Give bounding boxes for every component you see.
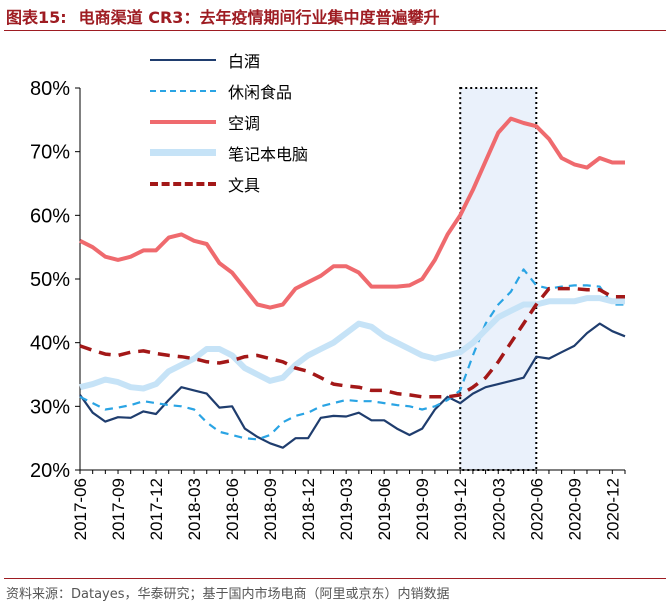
legend-item-series-2: 休闲食品 bbox=[150, 75, 308, 106]
y-tick-label: 80% bbox=[30, 78, 70, 100]
x-tick-label: 2019-03 bbox=[337, 478, 356, 540]
series-line-3 bbox=[79, 116, 625, 310]
x-tick-label: 2018-12 bbox=[299, 478, 318, 540]
source-rule bbox=[4, 578, 666, 579]
series-line-4 bbox=[79, 295, 625, 392]
legend-label: 空调 bbox=[228, 113, 261, 133]
title-rule bbox=[4, 30, 666, 31]
legend-swatch bbox=[150, 119, 216, 124]
legend-label: 休闲食品 bbox=[228, 82, 293, 102]
x-tick-label: 2020-09 bbox=[565, 478, 584, 540]
line-chart: 20% 30% 40% 50% 60% 70% 80% 2017-06 2017-09 2017-… bbox=[30, 78, 626, 540]
x-tick-label: 2017-09 bbox=[109, 478, 128, 540]
legend-swatch bbox=[150, 181, 216, 186]
y-tick-label: 30% bbox=[30, 396, 70, 418]
legend-label: 白酒 bbox=[228, 51, 261, 71]
y-tick-label: 50% bbox=[30, 269, 70, 291]
x-tick-label: 2020-12 bbox=[603, 478, 622, 540]
x-tick-label: 2019-12 bbox=[451, 478, 470, 540]
legend-label: 文具 bbox=[228, 175, 261, 195]
series-line-1 bbox=[79, 322, 626, 449]
series-line-2 bbox=[79, 268, 625, 441]
x-tick-label: 2019-06 bbox=[375, 478, 394, 540]
legend-item-series-4: 笔记本电脑 bbox=[150, 137, 308, 168]
legend-swatch bbox=[150, 89, 216, 92]
source-note: 资料来源：Datayes，华泰研究；基于国内市场电商（阿里或京东）内销数据 bbox=[6, 587, 450, 602]
x-tick-label: 2018-06 bbox=[223, 478, 242, 540]
figure-number: 图表15: bbox=[6, 8, 67, 27]
x-tick-label: 2018-09 bbox=[261, 478, 280, 540]
x-tick-label: 2020-06 bbox=[527, 478, 546, 540]
figure-title: 图表15: 电商渠道 CR3：去年疫情期间行业集中度普遍攀升 bbox=[6, 4, 439, 28]
x-tick-label: 2017-06 bbox=[71, 478, 90, 540]
x-tick-label: 2019-09 bbox=[413, 478, 432, 540]
legend-item-series-5: 文具 bbox=[150, 168, 308, 199]
legend-label: 笔记本电脑 bbox=[228, 144, 309, 164]
y-tick-label: 20% bbox=[30, 460, 70, 482]
legend-item-series-3: 空调 bbox=[150, 106, 308, 137]
y-tick-label: 60% bbox=[30, 205, 70, 227]
series-line-5 bbox=[79, 286, 625, 399]
chart-legend: 白酒 休闲食品 空调 笔记本电脑 文具 bbox=[150, 44, 308, 199]
y-tick-label: 40% bbox=[30, 333, 70, 355]
x-tick-label: 2018-03 bbox=[185, 478, 204, 540]
figure-title-text: 电商渠道 CR3：去年疫情期间行业集中度普遍攀升 bbox=[78, 8, 440, 27]
legend-item-series-1: 白酒 bbox=[150, 44, 308, 75]
x-tick-label: 2020-03 bbox=[489, 478, 508, 540]
x-tick-label: 2017-12 bbox=[147, 478, 166, 540]
y-tick-label: 70% bbox=[30, 142, 70, 164]
legend-swatch bbox=[150, 58, 216, 61]
highlight-box bbox=[459, 87, 538, 471]
legend-swatch bbox=[150, 149, 216, 156]
